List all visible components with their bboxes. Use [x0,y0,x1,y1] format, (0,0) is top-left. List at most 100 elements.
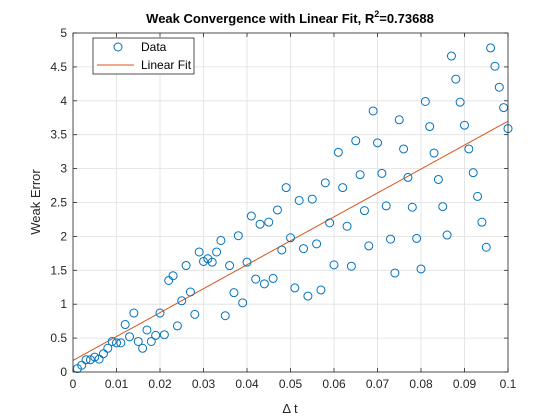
data-point [373,138,382,148]
data-point [255,219,265,229]
data-point [355,170,365,180]
data-point [438,202,448,212]
data-point [272,205,282,215]
data-point [185,287,195,297]
y-tick-label: 0 [60,365,67,379]
data-point [494,82,504,92]
y-tick-labels: 0 0.5 1 1.5 2 2.5 3 3.5 4 4.5 5 [50,26,67,379]
data-point [477,217,487,227]
data-point [77,360,87,370]
data-point [442,230,452,240]
data-point [199,256,208,266]
data-point [364,241,374,251]
data-point [403,172,413,182]
x-tick-label: 0.09 [453,377,477,391]
data-point [346,261,356,271]
data-point [342,221,352,231]
data-point [229,288,239,298]
data-point [177,296,187,306]
data-point [138,343,148,353]
data-point [368,106,378,116]
data-point [351,136,361,146]
data-point [155,308,165,318]
data-point [425,122,435,132]
data-point [294,195,304,205]
x-tick-label: 0.06 [322,377,346,391]
chart-title: Weak Convergence with Linear Fit, R2=0.7… [146,9,434,26]
chart-title-superscript: 2 [374,9,379,19]
data-point [168,271,178,281]
data-point [142,325,152,335]
y-tick-label: 1 [60,297,67,311]
y-tick-label: 0.5 [50,331,67,345]
data-point [207,257,217,267]
data-point [377,168,387,178]
data-point [216,235,226,245]
legend-data-label: Data [141,40,167,54]
data-point [146,336,156,346]
data-point [181,261,191,271]
data-point [303,291,313,301]
y-tick-label: 3 [60,162,67,176]
data-point [290,283,300,293]
data-point [390,268,400,278]
data-point [125,332,135,342]
data-point [446,51,456,61]
data-point [242,257,252,267]
data-point [81,355,91,365]
data-point [151,330,161,340]
y-tick-label: 1.5 [50,263,67,277]
data-point [412,233,422,243]
linear-fit-line [72,120,509,361]
data-point [338,183,348,193]
data-point [246,211,256,221]
data-point [490,61,500,71]
x-tick-label: 0.08 [409,377,433,391]
x-tick-labels: 0 0.01 0.02 0.03 0.04 0.05 0.06 0.07 0.08 0.09 0.1 [70,377,517,391]
legend-fit-label: Linear Fit [141,58,192,72]
x-tick-label: 0.02 [148,377,172,391]
data-point [359,206,369,216]
data-point [473,191,483,201]
legend-data-marker [113,42,123,52]
data-point [416,264,426,274]
data-point [251,274,261,284]
fit-line-layer [72,120,509,361]
x-tick-label: 0 [70,377,77,391]
y-tick-label: 5 [60,26,67,40]
data-point [259,279,269,289]
data-point [268,273,278,283]
data-point [129,308,139,318]
data-point [420,96,430,106]
data-point [225,261,235,271]
data-point [399,144,409,154]
legend-box [92,37,195,75]
x-axis-label: Δ t [282,401,298,416]
x-tick-label: 0.04 [235,377,259,391]
data-point [455,97,465,107]
data-point [381,201,391,211]
x-tick-label: 0.07 [366,377,390,391]
data-point [464,144,474,154]
x-tick-label: 0.01 [105,377,129,391]
data-point [481,242,491,252]
y-tick-label: 2.5 [50,196,67,210]
data-point [85,355,95,365]
y-tick-label: 4.5 [50,60,67,74]
data-point [333,147,343,157]
data-point [429,148,439,158]
data-point [133,336,143,346]
data-point [94,354,104,364]
data-point [264,217,274,227]
data-point [112,338,121,348]
data-point [194,247,204,257]
data-point [120,320,130,330]
data-point [233,231,243,241]
data-point [433,174,443,184]
y-axis-label: Weak Error [28,169,43,235]
data-point [407,202,417,212]
data-point [220,311,230,321]
data-point [107,336,117,346]
data-point [394,115,404,125]
y-tick-label: 3.5 [50,128,67,142]
